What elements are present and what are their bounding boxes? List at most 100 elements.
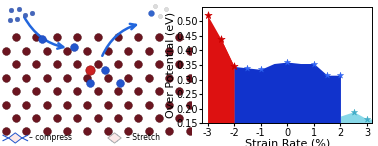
Point — [3, 103, 9, 106]
Point — [43, 103, 50, 106]
Point — [23, 77, 29, 79]
Point — [186, 130, 192, 133]
Point — [125, 50, 131, 52]
Point — [87, 69, 93, 71]
Point — [324, 74, 330, 76]
Point — [8, 9, 14, 11]
Point — [74, 36, 80, 39]
Point — [135, 63, 141, 65]
Point — [156, 117, 162, 119]
Point — [33, 117, 39, 119]
Point — [33, 90, 39, 92]
Point — [13, 90, 19, 92]
Point — [74, 63, 80, 65]
Point — [146, 50, 152, 52]
Point — [74, 90, 80, 92]
Point — [146, 130, 152, 133]
Point — [166, 103, 172, 106]
Point — [157, 15, 163, 17]
Point — [6, 19, 12, 22]
Point — [94, 63, 101, 65]
Point — [166, 130, 172, 133]
Point — [23, 130, 29, 133]
Point — [84, 77, 90, 79]
Point — [338, 74, 344, 76]
Point — [146, 103, 152, 106]
Point — [43, 50, 50, 52]
Point — [54, 90, 60, 92]
Point — [204, 14, 211, 16]
Point — [29, 12, 36, 14]
Point — [156, 36, 162, 39]
Polygon shape — [108, 133, 121, 143]
Point — [311, 62, 317, 65]
Point — [176, 63, 182, 65]
Point — [105, 50, 111, 52]
Point — [13, 63, 19, 65]
Text: – Stretch: – Stretch — [126, 133, 160, 142]
Point — [3, 130, 9, 133]
Polygon shape — [9, 133, 22, 143]
Text: – compress: – compress — [29, 133, 72, 142]
Point — [364, 118, 370, 120]
Point — [351, 111, 357, 113]
Point — [105, 103, 111, 106]
Point — [186, 77, 192, 79]
Point — [54, 63, 60, 65]
Point — [94, 90, 101, 92]
Point — [231, 65, 237, 68]
Point — [64, 103, 70, 106]
Point — [102, 69, 108, 71]
Point — [3, 77, 9, 79]
Point — [87, 82, 93, 84]
Point — [64, 77, 70, 79]
Point — [105, 77, 111, 79]
Point — [3, 50, 9, 52]
Point — [115, 36, 121, 39]
Point — [14, 18, 20, 20]
Point — [176, 117, 182, 119]
Point — [152, 5, 158, 7]
Point — [135, 36, 141, 39]
Point — [33, 63, 39, 65]
Point — [125, 77, 131, 79]
Point — [115, 90, 121, 92]
Point — [84, 103, 90, 106]
Point — [74, 117, 80, 119]
Point — [64, 130, 70, 133]
Point — [115, 117, 121, 119]
Point — [43, 130, 50, 133]
Point — [94, 117, 101, 119]
Point — [23, 50, 29, 52]
Point — [156, 90, 162, 92]
Point — [148, 12, 154, 14]
Point — [156, 63, 162, 65]
Point — [125, 130, 131, 133]
Point — [163, 8, 169, 10]
Point — [23, 103, 29, 106]
Point — [54, 117, 60, 119]
Point — [115, 63, 121, 65]
Point — [166, 50, 172, 52]
Point — [13, 117, 19, 119]
Point — [84, 130, 90, 133]
Point — [166, 77, 172, 79]
Point — [186, 103, 192, 106]
X-axis label: Strain Rate (%): Strain Rate (%) — [245, 139, 330, 146]
Y-axis label: Over Potential (eV): Over Potential (eV) — [165, 12, 175, 118]
Point — [71, 46, 77, 48]
Point — [105, 130, 111, 133]
Point — [39, 38, 45, 41]
Point — [54, 36, 60, 39]
Point — [64, 50, 70, 52]
Point — [16, 8, 22, 10]
Point — [84, 50, 90, 52]
Point — [218, 38, 224, 40]
Point — [13, 36, 19, 39]
Point — [146, 77, 152, 79]
Point — [135, 117, 141, 119]
Point — [135, 90, 141, 92]
Point — [186, 50, 192, 52]
Point — [22, 13, 28, 16]
Point — [43, 77, 50, 79]
